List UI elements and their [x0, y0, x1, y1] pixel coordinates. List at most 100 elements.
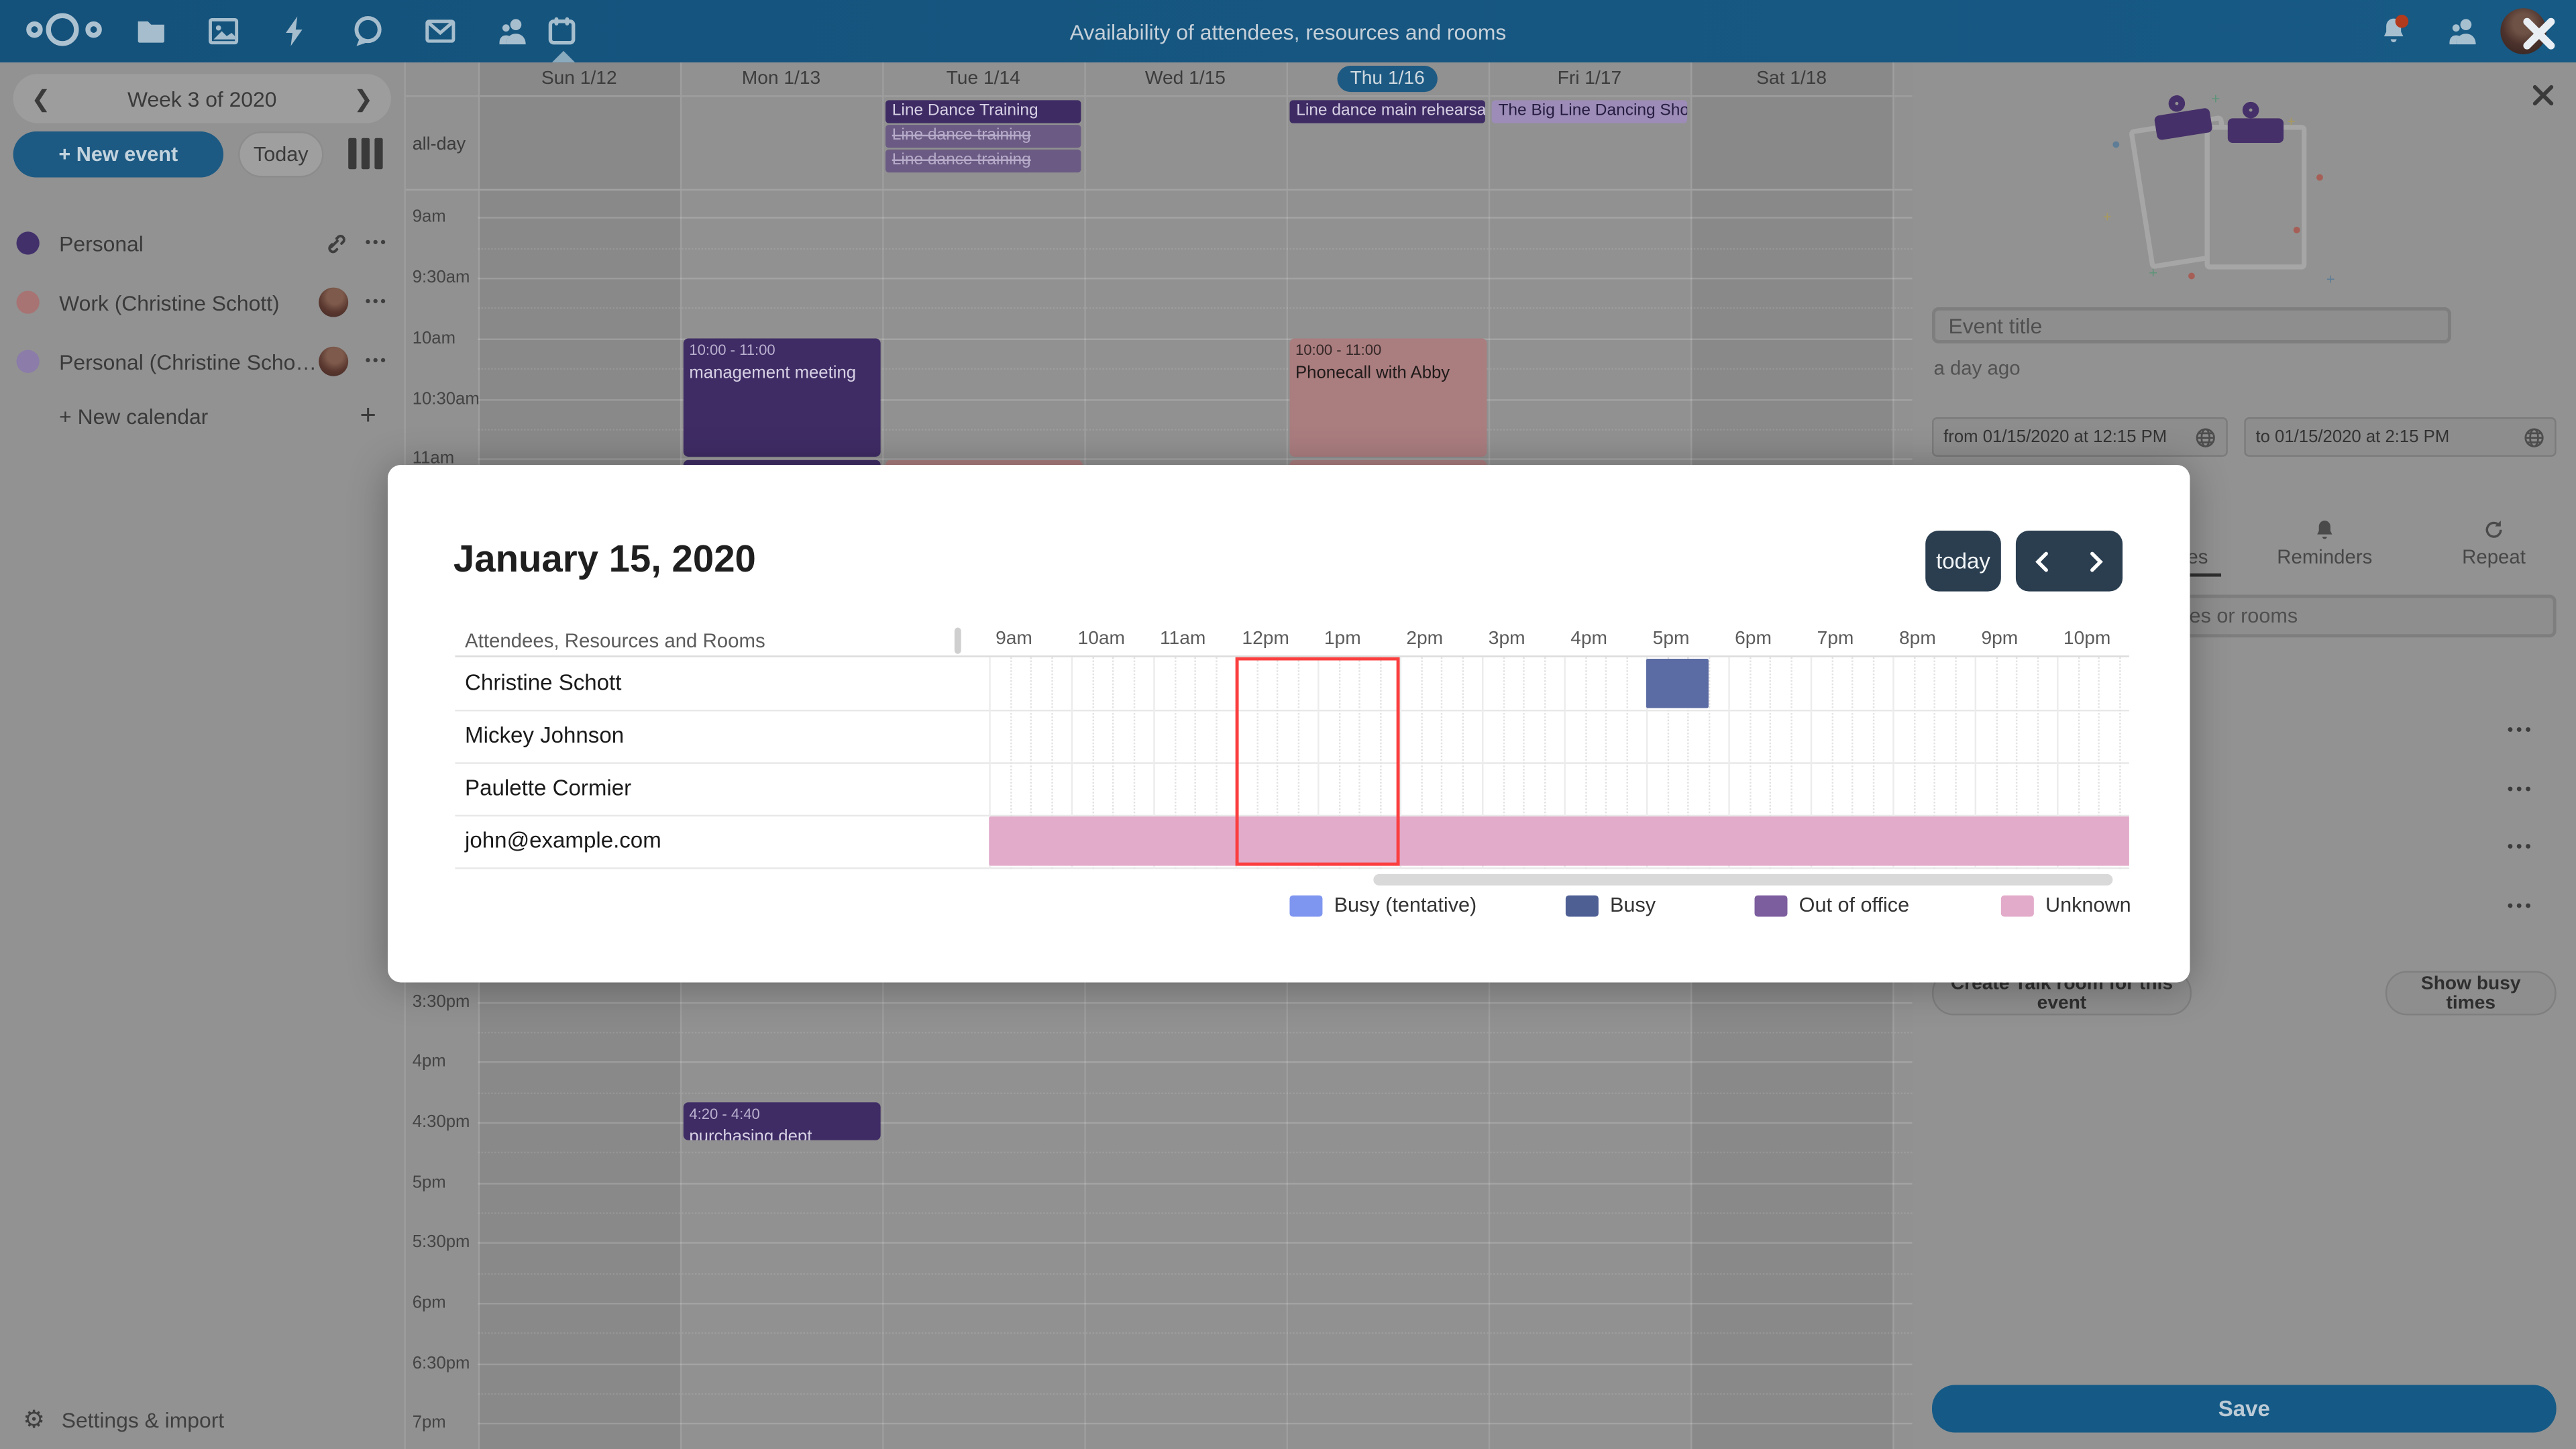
settings-import-button[interactable]: ⚙ Settings & import: [0, 1390, 404, 1449]
timeline-quarter-gridline: [1112, 657, 1114, 869]
calendar-actions-menu-icon[interactable]: ●●●: [364, 356, 388, 367]
attendee-actions-menu-icon[interactable]: ●●●: [2507, 900, 2534, 912]
timezone-globe-icon[interactable]: [2524, 427, 2545, 448]
timeline-quarter-gridline: [1440, 657, 1443, 869]
attendee-row-name: Christine Schott: [465, 670, 622, 695]
grid-divider-scrollbar[interactable]: [954, 627, 961, 654]
calendar-owner-avatar: [319, 346, 349, 376]
sidebar-close-icon[interactable]: [2530, 82, 2556, 108]
time-gridline: [478, 1031, 1913, 1034]
timeline-hour-label: 5pm: [1652, 629, 1690, 649]
time-gridline: [478, 1212, 1913, 1214]
attendee-actions-menu-icon[interactable]: ●●●: [2507, 841, 2534, 853]
modal-close-icon[interactable]: [2518, 13, 2559, 54]
gear-icon: ⚙: [23, 1406, 46, 1434]
day-header[interactable]: Thu 1/16: [1287, 62, 1489, 95]
show-busy-times-button[interactable]: Show busy times: [2385, 971, 2557, 1016]
timeline-quarter-gridline: [1605, 657, 1607, 869]
allday-event[interactable]: Line dance main rehearsal: [1289, 100, 1485, 123]
contacts-icon[interactable]: [496, 15, 529, 48]
attendee-actions-menu-icon[interactable]: ●●●: [2507, 783, 2534, 795]
calendar-color-dot: [16, 350, 40, 373]
contacts-menu-icon[interactable]: [2447, 15, 2479, 48]
week-label[interactable]: Week 3 of 2020: [127, 86, 277, 111]
time-gridline: [478, 428, 1913, 431]
clipboard-illustration: + + + + +: [2102, 90, 2335, 288]
timeline-quarter-gridline: [2015, 657, 2018, 869]
tab-reminders[interactable]: Reminders: [2277, 545, 2373, 569]
previous-week-icon[interactable]: ❮: [31, 85, 51, 112]
timezone-globe-icon[interactable]: [2195, 427, 2216, 448]
talk-icon[interactable]: [352, 15, 384, 48]
time-gridline: [478, 1122, 1913, 1124]
mail-icon[interactable]: [424, 15, 457, 48]
calendar-icon[interactable]: [545, 15, 578, 48]
time-gridline: [478, 368, 1913, 370]
save-button[interactable]: Save: [1932, 1385, 2557, 1433]
legend-item: Busy: [1565, 894, 1656, 917]
timeline-hour-gridline: [1728, 657, 1730, 869]
legend-item: Out of office: [1754, 894, 1909, 917]
previous-day-icon[interactable]: [2033, 549, 2052, 572]
row-separator: [455, 762, 2129, 764]
timeline-horizontal-scrollbar[interactable]: [1373, 873, 2113, 886]
calendar-list-item[interactable]: Work (Christine Schott) ●●●: [0, 273, 404, 332]
event-title-input[interactable]: [1932, 307, 2451, 343]
timeline-hour-gridline: [1153, 657, 1155, 869]
time-gridline: [478, 1423, 1913, 1426]
timeline-quarter-gridline: [1666, 657, 1668, 869]
timeline-hour-gridline: [1481, 657, 1484, 869]
nextcloud-logo-icon[interactable]: [23, 10, 108, 53]
new-calendar-button[interactable]: + New calendar +: [0, 391, 404, 440]
event-time: 4:20 - 4:40: [689, 1106, 760, 1123]
calendar-event[interactable]: 10:00 - 11:00 Phonecall with Abby: [1289, 339, 1487, 458]
timeline-hour-gridline: [1564, 657, 1566, 869]
calendar-name: Personal (Christine Scho…: [59, 349, 317, 374]
time-gridline: [478, 217, 1913, 219]
next-day-icon[interactable]: [2086, 549, 2106, 572]
share-link-icon[interactable]: [322, 231, 347, 256]
calendar-event[interactable]: 4:20 - 4:40 purchasing dept: [682, 1102, 880, 1140]
timeline-quarter-gridline: [1297, 657, 1299, 869]
tab-repeat[interactable]: Repeat: [2462, 545, 2526, 569]
view-toggle-icon[interactable]: [343, 138, 386, 171]
today-button[interactable]: Today: [238, 131, 324, 178]
timeline-quarter-gridline: [1707, 657, 1710, 869]
calendar-color-dot: [16, 231, 40, 255]
timeline-hour-label: 10pm: [2063, 629, 2111, 649]
files-icon[interactable]: [135, 15, 168, 48]
calendar-list-item[interactable]: Personal (Christine Scho… ●●●: [0, 332, 404, 391]
to-date-field[interactable]: to 01/15/2020 at 2:15 PM: [2244, 417, 2557, 457]
day-header[interactable]: Wed 1/15: [1144, 68, 1226, 89]
new-event-button[interactable]: + New event: [13, 131, 224, 178]
day-header[interactable]: Sun 1/12: [541, 68, 617, 89]
day-header[interactable]: Mon 1/13: [741, 68, 821, 89]
calendar-actions-menu-icon[interactable]: ●●●: [364, 297, 388, 307]
calendar-event[interactable]: 10:00 - 11:00 management meeting: [682, 339, 880, 458]
timeline-hour-label: 3pm: [1488, 629, 1525, 649]
timeline-quarter-gridline: [1338, 657, 1340, 869]
allday-event[interactable]: Line Dance Training: [885, 100, 1081, 123]
activity-icon[interactable]: [279, 15, 312, 48]
allday-event[interactable]: The Big Line Dancing Show: [1491, 100, 1688, 123]
attendee-actions-menu-icon[interactable]: ●●●: [2507, 724, 2534, 737]
from-date-field[interactable]: from 01/15/2020 at 12:15 PM: [1932, 417, 2228, 457]
photos-icon[interactable]: [207, 15, 240, 48]
timeline-quarter-gridline: [1933, 657, 1935, 869]
allday-event[interactable]: Line dance training: [885, 150, 1081, 172]
allday-event[interactable]: Line dance training: [885, 125, 1081, 148]
day-header[interactable]: Sat 1/18: [1756, 68, 1827, 89]
timeline-quarter-gridline: [1790, 657, 1792, 869]
day-header[interactable]: Tue 1/14: [946, 68, 1020, 89]
calendar-list-item[interactable]: Personal ●●●: [0, 213, 404, 272]
day-header[interactable]: Fri 1/17: [1557, 68, 1622, 89]
dayhead-border: [405, 95, 1913, 97]
calendar-actions-menu-icon[interactable]: ●●●: [364, 238, 388, 248]
modal-today-button[interactable]: today: [1925, 531, 2001, 592]
time-gridline: [478, 278, 1913, 280]
next-week-icon[interactable]: ❯: [354, 85, 373, 112]
selection-rectangle[interactable]: [1235, 657, 1400, 866]
time-label: 4pm: [412, 1051, 446, 1072]
busy-block: [1646, 659, 1708, 708]
availability-timeline[interactable]: [961, 657, 2129, 869]
